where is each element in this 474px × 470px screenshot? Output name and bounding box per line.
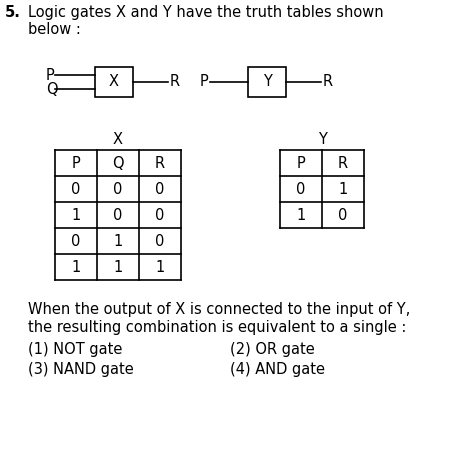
Text: When the output of X is connected to the input of Y,: When the output of X is connected to the… <box>28 302 410 317</box>
Text: 1: 1 <box>113 259 123 274</box>
Text: P: P <box>72 156 81 171</box>
Text: (1) NOT gate: (1) NOT gate <box>28 342 122 357</box>
Text: 0: 0 <box>71 181 81 196</box>
Text: 1: 1 <box>338 181 347 196</box>
Text: Y: Y <box>263 75 272 89</box>
Text: 1: 1 <box>155 259 164 274</box>
Bar <box>95 67 133 97</box>
Text: (2) OR gate: (2) OR gate <box>230 342 315 357</box>
Text: P: P <box>46 68 55 83</box>
Text: 1: 1 <box>113 234 123 249</box>
Text: R: R <box>323 74 333 89</box>
Text: 0: 0 <box>155 207 164 222</box>
Text: Y: Y <box>318 132 327 147</box>
Text: Logic gates X and Y have the truth tables shown
below :: Logic gates X and Y have the truth table… <box>28 5 383 38</box>
Text: 5.: 5. <box>5 5 21 20</box>
Text: R: R <box>170 74 180 89</box>
Text: 0: 0 <box>71 234 81 249</box>
Text: 1: 1 <box>296 207 306 222</box>
Text: 0: 0 <box>155 234 164 249</box>
Text: (3) NAND gate: (3) NAND gate <box>28 362 134 377</box>
Text: 1: 1 <box>72 259 81 274</box>
Text: Q: Q <box>112 156 124 171</box>
Text: 1: 1 <box>72 207 81 222</box>
Text: 0: 0 <box>113 181 123 196</box>
Text: Q: Q <box>46 82 58 97</box>
Text: 0: 0 <box>296 181 306 196</box>
Text: P: P <box>200 74 209 89</box>
Text: the resulting combination is equivalent to a single :: the resulting combination is equivalent … <box>28 320 406 335</box>
Text: X: X <box>113 132 123 147</box>
Text: (4) AND gate: (4) AND gate <box>230 362 325 377</box>
Text: X: X <box>109 75 119 89</box>
Text: 0: 0 <box>113 207 123 222</box>
Bar <box>248 67 286 97</box>
Text: 0: 0 <box>155 181 164 196</box>
Text: R: R <box>338 156 348 171</box>
Text: P: P <box>297 156 305 171</box>
Text: R: R <box>155 156 165 171</box>
Text: 0: 0 <box>338 207 348 222</box>
